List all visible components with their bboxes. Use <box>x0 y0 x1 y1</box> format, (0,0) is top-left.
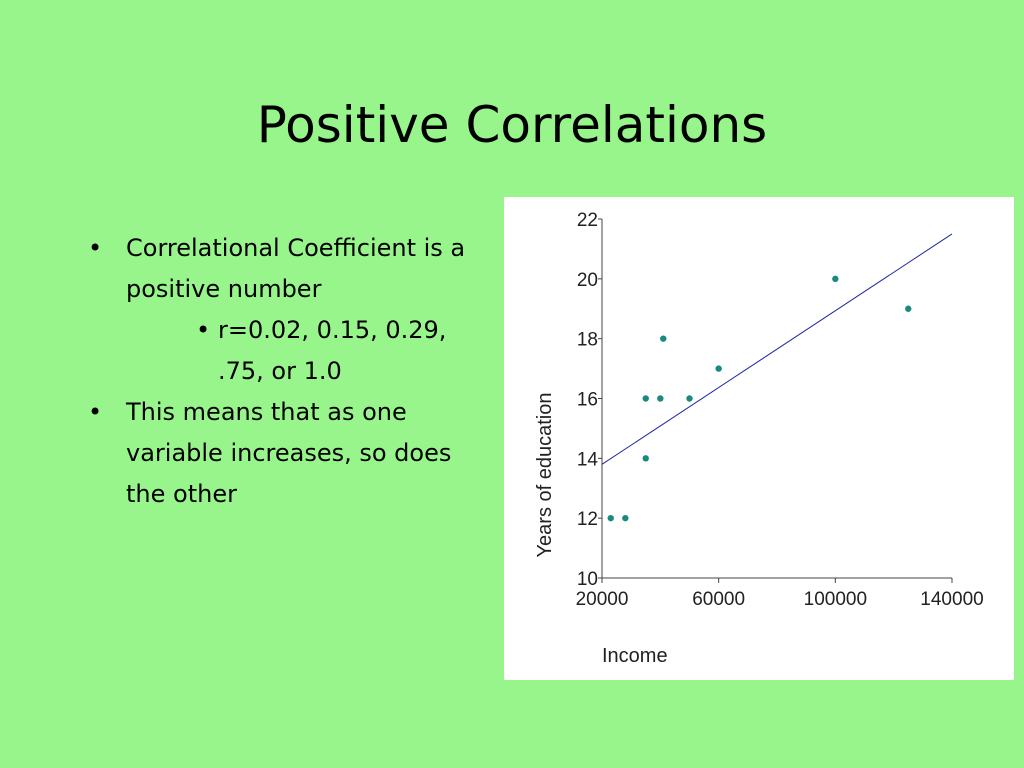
data-point <box>905 305 912 312</box>
bullet-list: • Correlational Coefficient is a positiv… <box>88 228 488 515</box>
sub-bullet-item: • r=0.02, 0.15, 0.29, .75, or 1.0 <box>196 310 488 392</box>
y-tick-label: 16 <box>577 390 598 411</box>
y-axis-title: Years of education <box>534 393 556 558</box>
bullet-marker: • <box>88 398 103 426</box>
data-point <box>660 335 667 342</box>
y-tick-label: 20 <box>577 270 598 291</box>
trendline-group <box>601 233 953 465</box>
data-point <box>832 275 839 283</box>
data-point <box>657 395 664 402</box>
x-tick-label: 100000 <box>804 589 867 610</box>
points-group <box>607 275 912 522</box>
bullet-item: • Correlational Coefficient is a positiv… <box>88 228 488 310</box>
x-tick-label: 20000 <box>576 589 629 610</box>
y-tick-label: 14 <box>577 449 599 470</box>
chart-axes <box>601 219 952 579</box>
scatter-chart: 10 12 14 16 18 20 22 20000 60000 100000 140000 Inc… <box>504 197 1014 680</box>
data-point <box>686 395 693 402</box>
bullet-item: • This means that as one variable increa… <box>88 392 488 515</box>
data-point <box>642 455 649 462</box>
y-tick-label: 18 <box>577 330 598 351</box>
trendline <box>601 233 953 465</box>
y-tick-label: 10 <box>577 569 598 590</box>
chart-ticks: 10 12 14 16 18 20 22 20000 60000 100000 140000 <box>576 210 984 610</box>
y-tick-label: 12 <box>577 509 598 530</box>
slide-title: Positive Correlations <box>256 96 768 154</box>
bullet-marker: • <box>88 234 103 262</box>
x-axis-title: Income <box>602 645 668 667</box>
bullet-text: Correlational Coefficient is a positive … <box>126 234 466 303</box>
y-tick-label: 22 <box>577 210 598 231</box>
bullet-text: r=0.02, 0.15, 0.29, .75, or 1.0 <box>218 316 447 385</box>
x-tick-label: 140000 <box>920 589 983 610</box>
data-point <box>715 365 722 372</box>
bullet-text: This means that as one variable increase… <box>126 398 452 508</box>
bullet-marker: • <box>196 316 211 344</box>
data-point <box>622 514 629 522</box>
data-point <box>607 514 614 522</box>
data-point <box>642 395 649 402</box>
chart-svg: 10 12 14 16 18 20 22 20000 60000 100000 140000 Inc… <box>534 210 984 667</box>
x-tick-label: 60000 <box>692 589 745 610</box>
